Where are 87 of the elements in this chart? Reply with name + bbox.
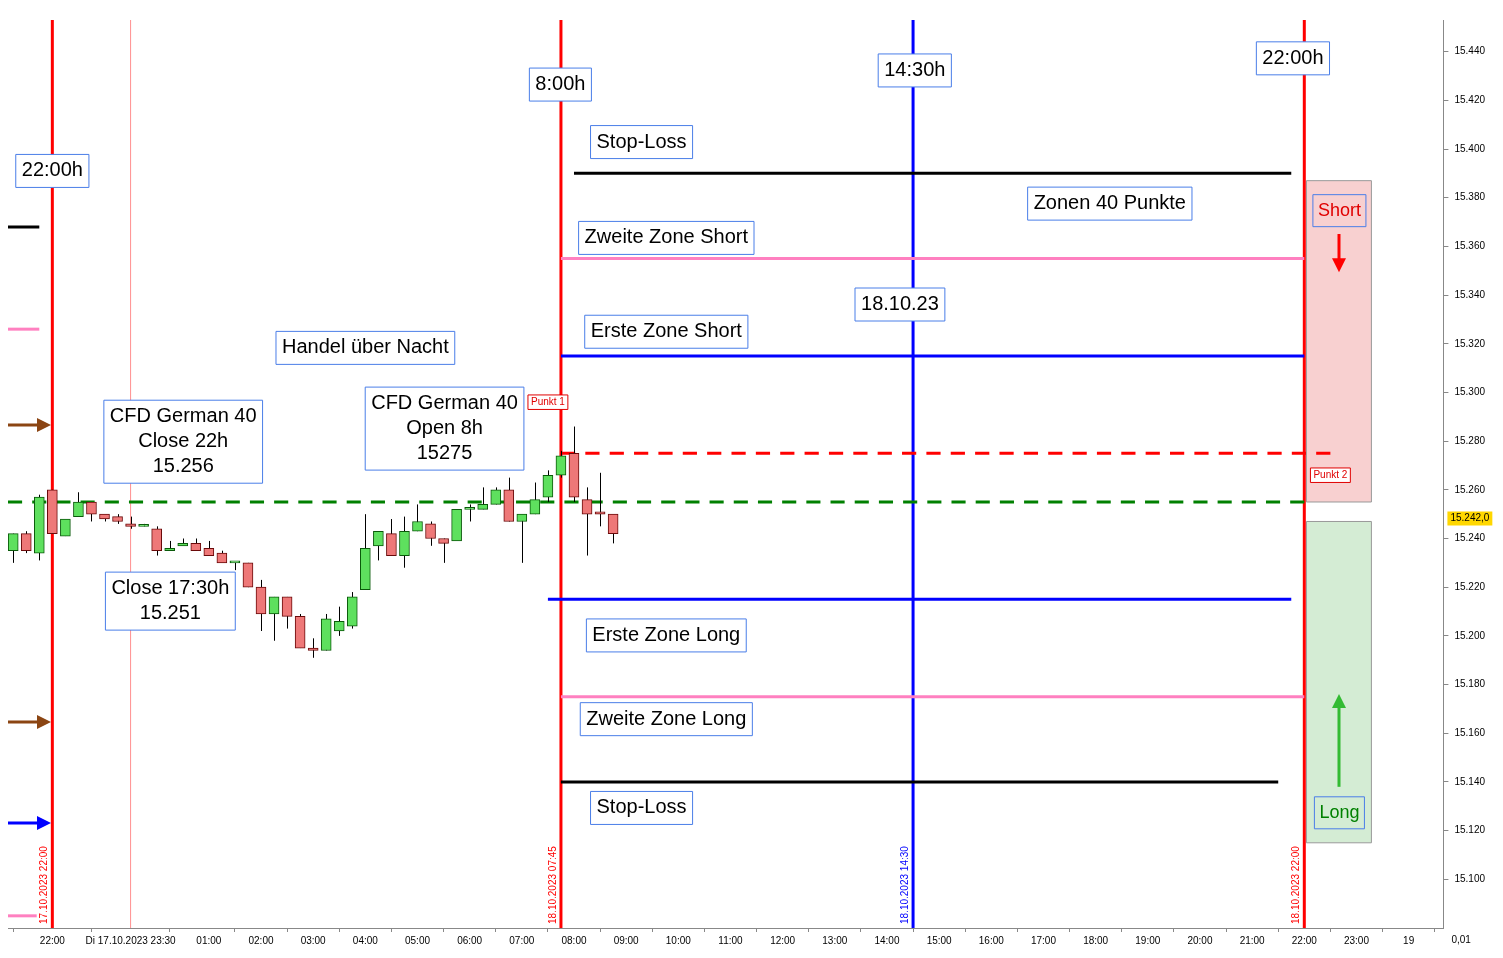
candlestick xyxy=(412,503,423,532)
x-tick-label: 11:00 xyxy=(718,934,744,946)
x-tick-label: 16:00 xyxy=(978,934,1005,946)
candlestick xyxy=(425,520,436,547)
candlestick xyxy=(86,501,97,522)
candlestick xyxy=(73,491,84,518)
x-tick-label: 03:00 xyxy=(300,934,327,946)
annotation: Close 17:30h 15.251 xyxy=(111,576,230,624)
y-tick-label: 15.320 xyxy=(1454,337,1486,349)
y-tick-label: 15.260 xyxy=(1454,483,1486,495)
y-tick-label: 15.120 xyxy=(1454,824,1486,836)
annotation: Punkt 1 xyxy=(530,395,566,407)
x-tick-label: 22:00 xyxy=(1291,934,1318,946)
ref-line-label: 17.10.2023 22:00 xyxy=(38,845,50,924)
y-tick-label: 15.440 xyxy=(1454,45,1486,57)
y-tick-label: 15.360 xyxy=(1454,240,1486,252)
x-tick-label: 04:00 xyxy=(352,934,379,946)
y-tick-label: 15.340 xyxy=(1454,288,1486,300)
x-tick-label: 07:00 xyxy=(509,934,535,946)
text: 15.242,0 xyxy=(1450,512,1490,524)
candlestick xyxy=(151,525,162,557)
candlestick xyxy=(373,530,384,561)
ref-line-label: 18.10.2023 07:45 xyxy=(546,845,558,924)
x-tick-label: 18:00 xyxy=(1083,934,1109,946)
candlestick xyxy=(399,516,410,569)
annotation: CFD German 40 Open 8h 15275 xyxy=(371,391,518,464)
annotation: 18.10.23 xyxy=(861,292,939,315)
candlestick xyxy=(607,513,619,544)
x-tick-label: 01:00 xyxy=(196,934,222,946)
x-tick-label: 21:00 xyxy=(1239,934,1266,946)
x-tick-label: 14:00 xyxy=(874,934,900,946)
x-tick-label: 13:00 xyxy=(822,934,848,946)
y-tick-label: 15.240 xyxy=(1454,532,1486,544)
x-tick-label: 02:00 xyxy=(248,934,274,946)
x-tick-label: 08:00 xyxy=(561,934,587,946)
candlestick xyxy=(529,482,541,515)
annotation: Handel über Nacht xyxy=(281,335,450,358)
y-tick-label: 15.280 xyxy=(1454,434,1486,446)
y-tick-label: 15.180 xyxy=(1454,678,1486,690)
annotation: Punkt 2 xyxy=(1313,468,1348,480)
y-tick-label: 15.160 xyxy=(1454,727,1486,738)
x-tick-label: 15:00 xyxy=(926,934,953,946)
candlestick xyxy=(542,469,554,503)
x-tick-label: 06:00 xyxy=(457,934,483,946)
annotation: 22:00h xyxy=(21,158,83,181)
y-tick-label: 15.140 xyxy=(1454,775,1486,787)
annotation: Zweite Zone Long xyxy=(586,706,747,729)
annotation: 22:00h xyxy=(1262,45,1324,68)
y-tick-label: 15.400 xyxy=(1454,142,1486,154)
candlestick xyxy=(8,533,19,564)
y-tick-label: 15.300 xyxy=(1454,386,1486,398)
y-tick-label: 15.100 xyxy=(1454,873,1486,885)
annotation: Zonen 40 Punkte xyxy=(1033,191,1186,214)
candlestick xyxy=(333,606,345,637)
band-label: Short xyxy=(1317,199,1361,220)
x-tick-label: 22:00 xyxy=(39,934,66,946)
candlestick xyxy=(281,596,293,630)
x-tick-label: 19:00 xyxy=(1135,934,1161,946)
x-tick-label: 19 xyxy=(1403,934,1415,946)
annotation: CFD German 40 Close 22h 15.256 xyxy=(109,404,257,477)
x-tick-label: 10:00 xyxy=(665,934,692,946)
y-tick-label: 15.200 xyxy=(1454,629,1486,641)
x-tick-label: 12:00 xyxy=(770,934,796,946)
annotation: Stop-Loss xyxy=(596,129,687,152)
candlestick xyxy=(516,513,528,564)
annotation: Zweite Zone Short xyxy=(584,225,749,248)
annotation: Erste Zone Long xyxy=(592,622,741,645)
band-label: Long xyxy=(1319,801,1360,822)
y-tick-label: 15.380 xyxy=(1454,191,1486,203)
ref-line-label: 18.10.2023 14:30 xyxy=(898,845,910,924)
text: 0,01 xyxy=(1451,933,1472,945)
x-tick-label: Di 17.10.2023 23:30 xyxy=(85,934,177,946)
x-tick-label: 05:00 xyxy=(404,934,431,946)
y-tick-label: 15.220 xyxy=(1454,580,1486,592)
annotation: 14:30h xyxy=(884,57,946,80)
annotation: Stop-Loss xyxy=(596,795,687,818)
x-tick-label: 23:00 xyxy=(1343,934,1370,946)
y-tick-label: 15.420 xyxy=(1454,94,1486,106)
candlestick xyxy=(581,486,593,557)
x-tick-label: 17:00 xyxy=(1030,934,1057,946)
x-tick-label: 20:00 xyxy=(1187,934,1213,946)
x-tick-label: 09:00 xyxy=(613,934,640,946)
candlestick xyxy=(386,518,397,557)
annotation: 8:00h xyxy=(535,72,586,95)
candlestick xyxy=(555,450,567,479)
ref-line-label: 18.10.2023 22:00 xyxy=(1290,845,1302,924)
annotation: Erste Zone Short xyxy=(590,319,743,342)
